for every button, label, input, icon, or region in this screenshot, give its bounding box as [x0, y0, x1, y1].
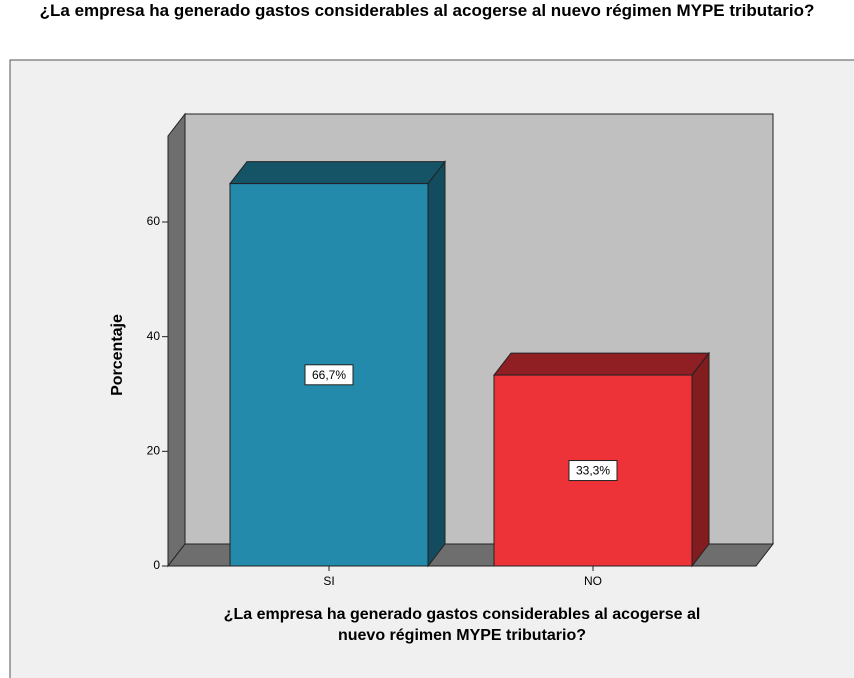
bar-side [427, 160, 446, 568]
x-tick-label: SI [323, 574, 334, 588]
value-label: 66,7% [312, 368, 346, 382]
y-tick-label: 20 [147, 444, 161, 458]
value-label-box [568, 460, 618, 482]
y-axis-label: Porcentaje [109, 314, 126, 396]
value-label: 33,3% [576, 464, 610, 478]
bar-top [492, 352, 711, 376]
bar-top [228, 161, 447, 185]
y-tick-label: 0 [153, 558, 160, 572]
y-tick-label: 40 [147, 329, 161, 343]
chart-title: ¿La empresa ha generado gastos considera… [39, 1, 815, 20]
value-label-box [304, 364, 354, 386]
side-wall [167, 112, 186, 568]
x-tick-label: NO [584, 574, 602, 588]
x-axis-label: ¿La empresa ha generado gastos considera… [223, 606, 701, 644]
y-tick-label: 60 [147, 214, 161, 228]
bar-side [691, 351, 710, 568]
